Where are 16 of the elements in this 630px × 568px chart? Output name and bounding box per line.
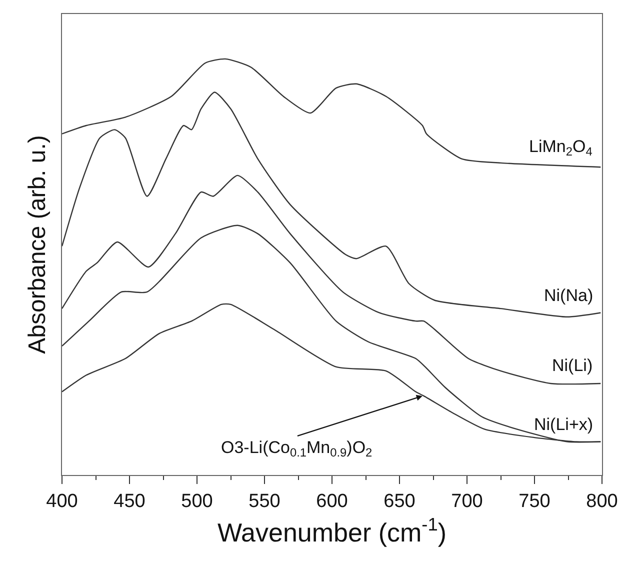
- x-tick-label: 750: [518, 490, 550, 512]
- x-axis-title: Wavenumber (cm$^{-1}$): [217, 514, 447, 548]
- x-tick-label: 400: [46, 490, 78, 512]
- series-label: Ni(Li): [552, 356, 593, 375]
- y-axis-title: Absorbance (arb. u.): [24, 135, 52, 354]
- series-label: Ni(Na): [544, 286, 594, 305]
- series-label: Ni(Li+x): [534, 415, 594, 434]
- x-tick-label: 800: [586, 490, 618, 512]
- x-tick-label: 600: [316, 490, 348, 512]
- annotation: O3-Li(Co$_{0.1}$Mn$_{0.9}$)O$_{2}$: [221, 438, 373, 460]
- x-tick-label: 500: [181, 490, 213, 512]
- x-tick-label: 450: [114, 490, 146, 512]
- x-tick-label: 700: [451, 490, 483, 512]
- x-tick-label: 650: [384, 490, 416, 512]
- x-tick-label: 550: [248, 490, 280, 512]
- series-label: LiMn$_{2}$O$_{4}$: [529, 137, 593, 159]
